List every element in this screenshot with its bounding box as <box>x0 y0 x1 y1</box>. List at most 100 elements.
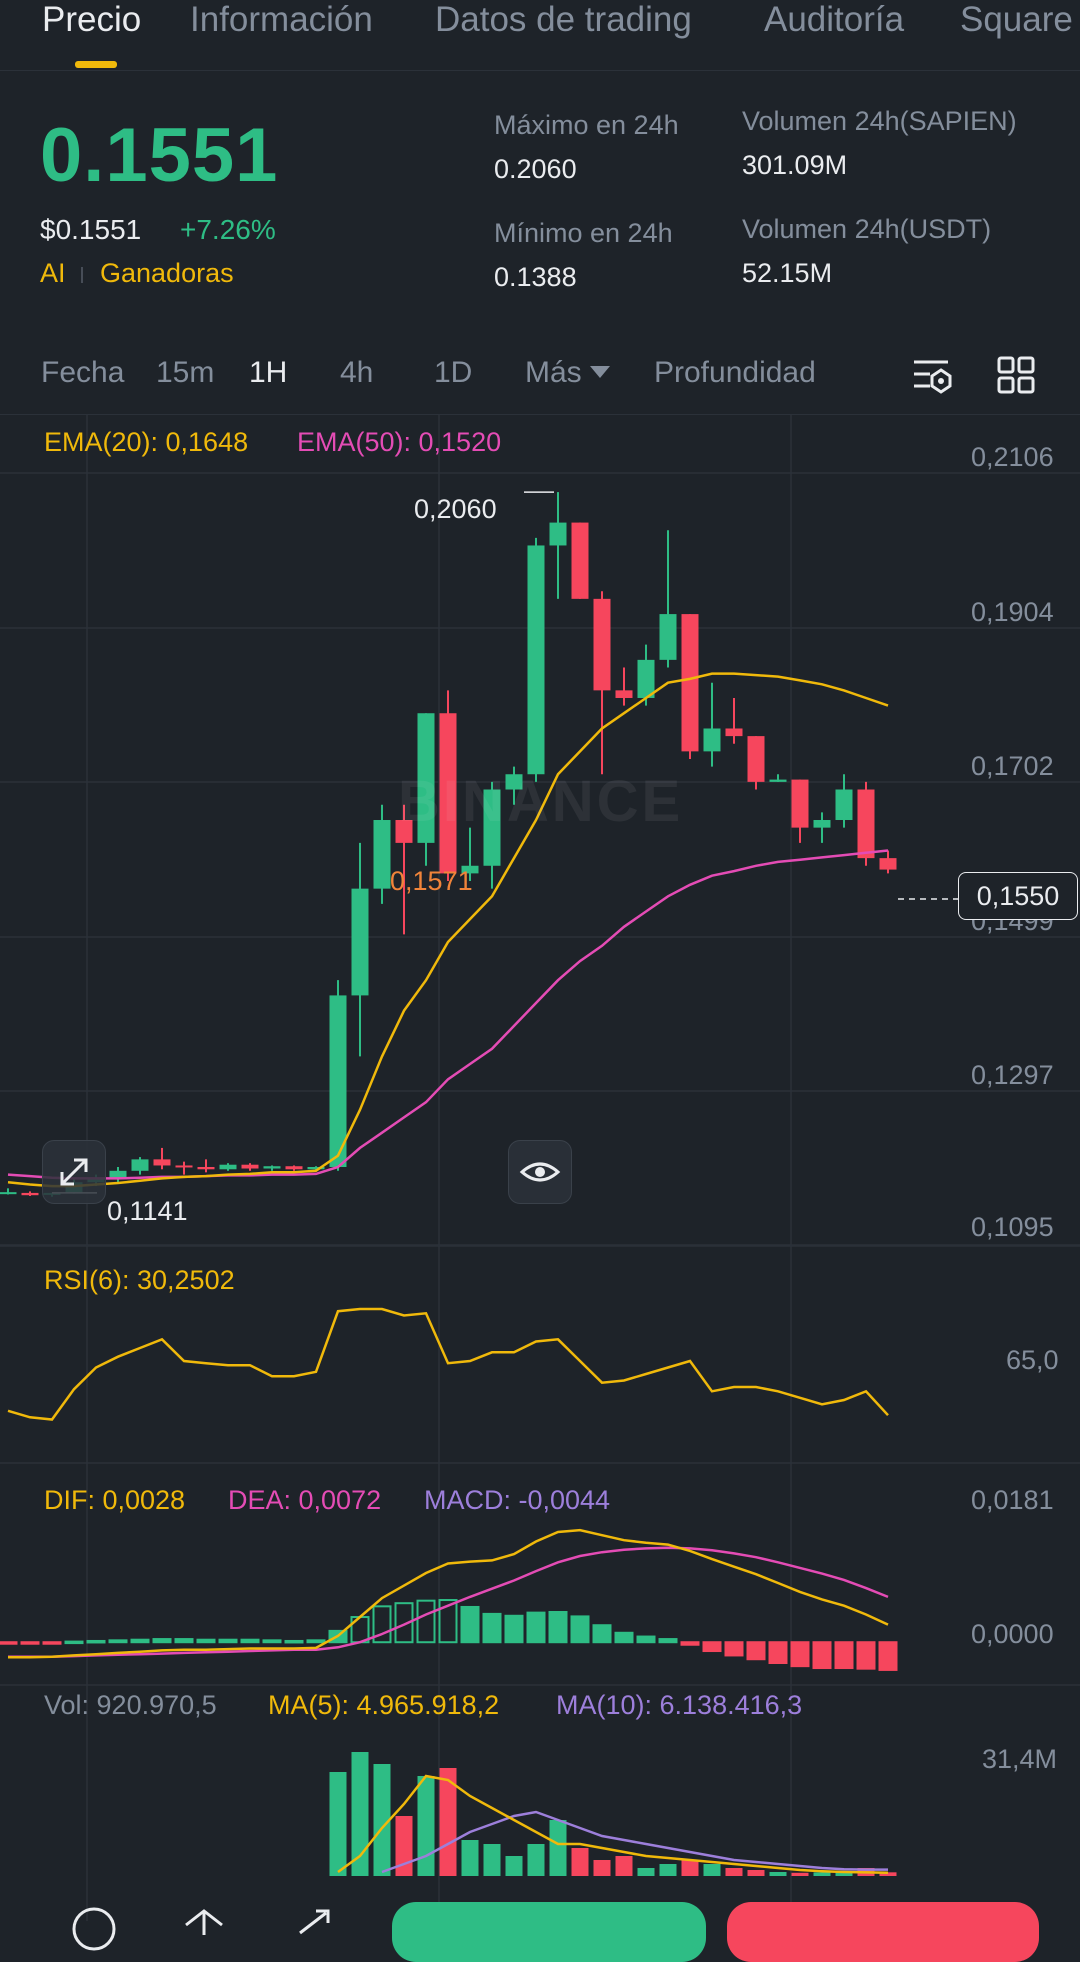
volume-bar <box>747 1870 765 1876</box>
tab-datos-trading[interactable]: Datos de trading <box>435 0 692 39</box>
candle-body <box>879 858 897 870</box>
volume-bar <box>329 1772 347 1876</box>
candle-body <box>659 614 677 660</box>
ma5-legend: MA(5): 4.965.918,2 <box>268 1690 500 1720</box>
share-icon[interactable] <box>290 1905 338 1953</box>
macd-histogram-bar <box>130 1638 150 1644</box>
high-24h-value: 0.2060 <box>494 154 577 184</box>
macd-histogram-bar <box>438 1599 458 1644</box>
candle-body <box>747 736 765 782</box>
chart-settings-icon[interactable] <box>910 354 954 398</box>
low-24h-value: 0.1388 <box>494 262 577 292</box>
vol-y-tick-label: 31,4M <box>982 1744 1058 1774</box>
volume-bar <box>505 1856 523 1876</box>
tab-auditoria[interactable]: Auditoría <box>764 0 905 39</box>
candle-body <box>109 1170 127 1179</box>
swap-icon[interactable] <box>180 1905 228 1953</box>
ma5-line <box>337 1774 889 1875</box>
macd-histogram-bar <box>372 1605 392 1644</box>
fullscreen-button[interactable] <box>42 1140 106 1204</box>
volume-bar <box>527 1844 545 1876</box>
volume-bar <box>417 1776 435 1876</box>
tf-4h[interactable]: 4h <box>340 356 374 389</box>
candle-body <box>197 1166 215 1170</box>
tab-precio[interactable]: Precio <box>42 0 142 39</box>
candle-body <box>439 713 457 874</box>
rsi-y-tick-label: 65,0 <box>1006 1345 1059 1375</box>
top-tabs: Precio Información Datos de trading Audi… <box>0 0 1080 71</box>
macd-histogram-bar <box>306 1639 326 1644</box>
y-tick-label: 0,2106 <box>971 442 1054 472</box>
grid-layout-icon[interactable] <box>995 354 1039 398</box>
candle-body <box>175 1165 193 1168</box>
macd-histogram-bar <box>218 1638 238 1644</box>
candle-body <box>703 728 721 752</box>
candle-body <box>637 659 655 698</box>
volume-bar <box>725 1868 743 1876</box>
macd-histogram-bar <box>108 1639 128 1644</box>
ema20-legend: EMA(20): 0,1648 <box>44 427 249 457</box>
expand-icon <box>60 1158 88 1186</box>
dif-line <box>8 1528 889 1659</box>
visibility-toggle-button[interactable] <box>508 1140 572 1204</box>
last-price: 0.1551 <box>40 113 279 198</box>
sell-button[interactable] <box>727 1902 1039 1962</box>
ma10-line <box>381 1810 888 1874</box>
price-chart[interactable] <box>0 415 1080 1921</box>
volume-bar <box>681 1860 699 1876</box>
chat-icon[interactable] <box>70 1905 118 1953</box>
macd-histogram-bar <box>856 1641 876 1670</box>
candle-body <box>351 888 369 996</box>
tf-fecha[interactable]: Fecha <box>41 356 125 389</box>
buy-button[interactable] <box>392 1902 706 1962</box>
volume-bar <box>791 1872 809 1876</box>
macd-y-tick-label: 0,0000 <box>971 1619 1054 1649</box>
candle-body <box>373 820 391 889</box>
timeframe-bar: Fecha 15m 1H 4h 1D Más Profundidad <box>0 340 1080 415</box>
ma10-legend: MA(10): 6.138.416,3 <box>556 1690 803 1720</box>
tag-ai[interactable]: AI <box>40 258 66 288</box>
vol-base-label: Volumen 24h(SAPIEN) <box>742 106 1017 136</box>
volume-bar <box>571 1848 589 1876</box>
candle-body <box>681 614 699 752</box>
candle-body <box>461 865 479 874</box>
candle-body <box>219 1164 237 1170</box>
volume-bar <box>879 1872 897 1876</box>
macd-histogram-bar <box>504 1614 524 1644</box>
macd-histogram-bar <box>0 1641 18 1645</box>
macd-histogram-bar <box>834 1641 854 1670</box>
vol-quote-label: Volumen 24h(USDT) <box>742 214 992 244</box>
tf-15m[interactable]: 15m <box>156 356 215 389</box>
macd-histogram-bar <box>878 1641 898 1671</box>
tf-1d[interactable]: 1D <box>434 356 473 389</box>
macd-histogram-bar <box>86 1639 106 1644</box>
candle-body <box>593 598 611 691</box>
macd-histogram-bar <box>394 1602 414 1644</box>
candle-body <box>241 1164 259 1169</box>
macd-histogram-bar <box>614 1631 634 1644</box>
volume-bar <box>549 1820 567 1876</box>
active-tab-indicator <box>75 61 117 68</box>
macd-histogram-bar <box>768 1641 788 1664</box>
binance-watermark: BINANCE <box>398 769 684 834</box>
candle-body <box>0 1192 17 1195</box>
macd-histogram-bar <box>548 1611 568 1644</box>
candle-body <box>835 789 853 821</box>
macd-histogram-bar <box>526 1611 546 1644</box>
dea-line <box>8 1546 889 1658</box>
macd-histogram-bar <box>174 1638 194 1644</box>
volume-bar <box>703 1864 721 1876</box>
tf-profundidad[interactable]: Profundidad <box>654 356 816 389</box>
tab-square[interactable]: Square <box>960 0 1073 39</box>
ema20-line <box>7 672 889 1188</box>
volume-bar <box>395 1816 413 1876</box>
tab-informacion[interactable]: Información <box>190 0 373 39</box>
tag-ganadoras[interactable]: Ganadoras <box>100 258 234 288</box>
candle-body <box>263 1166 281 1169</box>
tf-mas[interactable]: Más <box>525 356 610 390</box>
candle-body <box>857 789 875 859</box>
tf-1h[interactable]: 1H <box>249 356 288 389</box>
candle-body <box>615 690 633 698</box>
candle-body <box>153 1159 171 1166</box>
y-tick-label: 0,1904 <box>971 597 1054 627</box>
